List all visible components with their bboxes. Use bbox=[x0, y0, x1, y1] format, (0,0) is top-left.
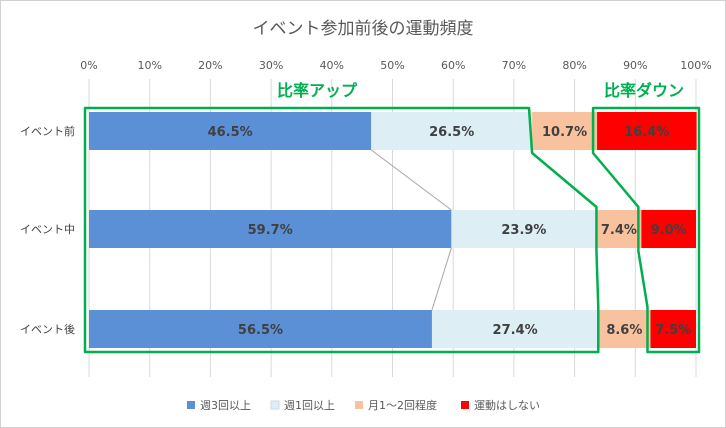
bar-segment bbox=[650, 310, 696, 348]
series-line bbox=[370, 149, 452, 211]
bar-segment bbox=[431, 310, 599, 348]
category-label: イベント前 bbox=[20, 124, 75, 138]
bar-segment bbox=[598, 310, 651, 348]
data-label: 23.9% bbox=[501, 223, 546, 238]
category-label: イベント後 bbox=[20, 322, 75, 336]
legend-label: 週3回以上 bbox=[200, 399, 251, 412]
data-label: 16.4% bbox=[624, 125, 669, 140]
data-labels: 46.5% 26.5% 10.7% 16.4% 59.7% 23.9% 7.4% 9.0% 56… bbox=[208, 125, 692, 338]
data-label: 8.6% bbox=[606, 323, 642, 338]
bar-segment bbox=[89, 210, 452, 248]
bar-segment bbox=[451, 210, 597, 248]
x-tick-label: 50% bbox=[380, 59, 404, 72]
x-axis-ticks: 0% 10% 20% 30% 40% 50% 60% 70% 80% 90% 100% bbox=[80, 59, 711, 72]
highlight-ratio-up bbox=[83, 106, 600, 354]
legend-label: 週1回以上 bbox=[284, 399, 335, 412]
x-tick-label: 30% bbox=[259, 59, 283, 72]
series-line bbox=[431, 247, 452, 311]
legend-label: 運動はしない bbox=[474, 398, 540, 412]
data-label: 59.7% bbox=[248, 223, 293, 238]
bar-segment bbox=[89, 112, 372, 150]
legend-swatch bbox=[461, 401, 469, 409]
bars bbox=[89, 112, 697, 348]
annotation-ratio-down: 比率ダウン bbox=[604, 81, 684, 100]
chart-title: イベント参加前後の運動頻度 bbox=[253, 19, 474, 39]
data-label: 46.5% bbox=[208, 125, 253, 140]
highlight-ratio-down bbox=[591, 106, 701, 354]
annotation-ratio-up: 比率アップ bbox=[277, 81, 358, 100]
legend-swatch bbox=[270, 400, 280, 410]
bar-segment bbox=[596, 210, 642, 248]
legend-swatch bbox=[187, 401, 195, 409]
x-tick-label: 0% bbox=[80, 59, 97, 72]
x-tick-label: 60% bbox=[441, 59, 465, 72]
x-tick-label: 70% bbox=[502, 59, 526, 72]
category-label: イベント中 bbox=[20, 223, 75, 236]
x-tick-label: 90% bbox=[623, 59, 647, 72]
legend-swatch bbox=[355, 401, 363, 409]
data-label: 56.5% bbox=[238, 323, 283, 338]
data-label: 26.5% bbox=[429, 125, 474, 140]
bar-segment bbox=[532, 112, 598, 150]
legend: 週3回以上 週1回以上 月1～2回程度 運動はしない bbox=[187, 398, 540, 412]
series-connectors bbox=[370, 149, 452, 311]
bar-segment bbox=[89, 310, 432, 348]
data-label: 27.4% bbox=[493, 323, 538, 338]
bar-segment bbox=[371, 112, 533, 150]
data-label: 7.4% bbox=[601, 223, 637, 238]
highlight-outlines bbox=[83, 106, 701, 354]
x-tick-label: 80% bbox=[562, 59, 586, 72]
data-label: 7.5% bbox=[655, 323, 691, 338]
x-tick-label: 40% bbox=[320, 59, 344, 72]
bar-segment bbox=[641, 210, 696, 248]
bar-segment bbox=[597, 112, 697, 150]
x-tick-label: 100% bbox=[680, 59, 711, 72]
x-tick-label: 10% bbox=[137, 59, 161, 72]
legend-label: 月1～2回程度 bbox=[368, 398, 437, 412]
data-label: 10.7% bbox=[542, 125, 587, 140]
x-tick-label: 20% bbox=[198, 59, 222, 72]
data-label: 9.0% bbox=[651, 223, 687, 238]
